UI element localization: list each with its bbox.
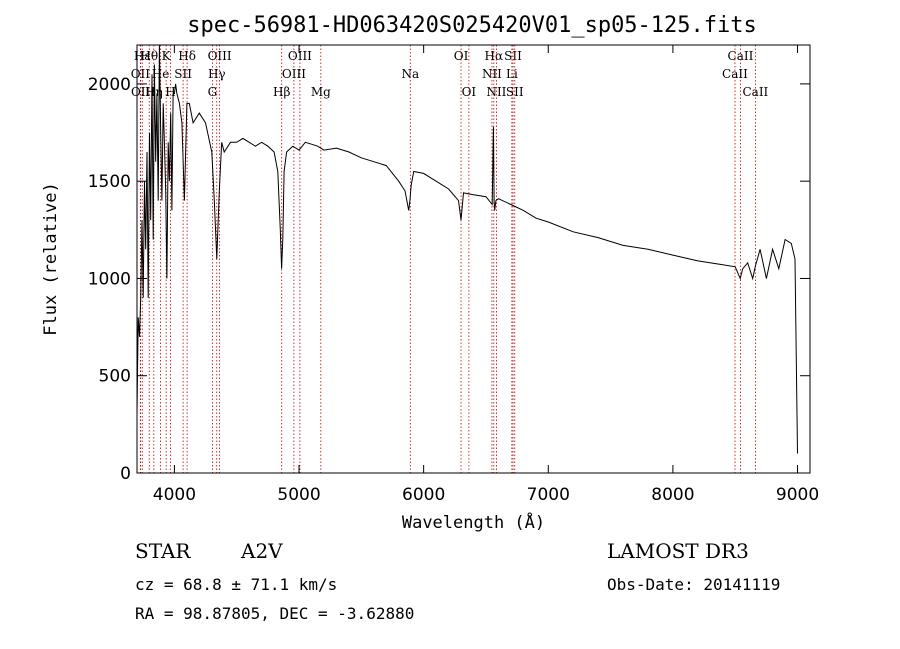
spectral-line-label: Hγ <box>208 67 226 81</box>
x-axis-label: Wavelength (Å) <box>402 511 545 533</box>
spectral-line-label: Hθ <box>140 49 158 63</box>
x-tick-label: 6000 <box>402 485 445 505</box>
spectral-line-label: OIII <box>288 49 312 63</box>
axis-ticks-layer: 4000 5000 6000 7000 8000 9000 0 500 1000 1500 2000 <box>88 45 819 505</box>
y-axis-label: Flux (relative) <box>41 182 61 336</box>
object-class: STAR <box>135 539 191 563</box>
spectral-line-label: NII <box>482 67 502 81</box>
survey-name: LAMOST DR3 <box>607 539 749 563</box>
spectral-line-label: Hβ <box>273 85 290 99</box>
spectral-line-label: OIII <box>208 49 232 63</box>
spectral-line-label: K <box>162 49 172 63</box>
spectral-line-label: OII <box>131 85 151 99</box>
redshift-velocity: cz = 68.8 ± 71.1 km/s <box>135 575 338 594</box>
spectral-line-label: SII <box>506 85 524 99</box>
x-tick-label: 5000 <box>277 485 320 505</box>
spectral-line-label: Hα <box>485 49 504 63</box>
y-tick-label: 1500 <box>88 172 131 192</box>
object-subclass: A2V <box>241 539 283 563</box>
spectral-line-label: He <box>152 67 170 81</box>
x-tick-label: 7000 <box>527 485 570 505</box>
spectrum-series-layer <box>136 44 798 454</box>
spectral-line-label: Hδ <box>178 49 196 63</box>
spectral-line-label: H <box>165 85 175 99</box>
observation-date: Obs-Date: 20141119 <box>607 575 781 594</box>
spectral-line-label: OIII <box>282 67 306 81</box>
y-tick-label: 500 <box>99 367 131 387</box>
y-tick-label: 0 <box>120 464 131 484</box>
spectral-line-label: Li <box>506 67 518 81</box>
spectral-line-label: CaII <box>728 49 754 63</box>
spectral-line-label: Mg <box>311 85 331 99</box>
x-tick-label: 9000 <box>776 485 819 505</box>
spectral-line-label: OI <box>462 85 477 99</box>
spectral-line-label: Hε <box>134 49 151 63</box>
y-tick-label: 1000 <box>88 269 131 289</box>
sky-coordinates: RA = 98.87805, DEC = -3.62880 <box>135 604 415 623</box>
y-tick-label: 2000 <box>88 75 131 95</box>
spectral-line-label: CaII <box>742 85 768 99</box>
x-tick-label: 4000 <box>153 485 196 505</box>
spectral-line-label: SII <box>504 49 522 63</box>
spectrum-line <box>136 44 798 454</box>
x-tick-label: 8000 <box>651 485 694 505</box>
plot-frame <box>136 44 811 474</box>
chart-title: spec-56981-HD063420S025420V01_sp05-125.f… <box>187 13 757 38</box>
spectral-line-label: G <box>208 85 218 99</box>
spectral-line-label: NII <box>486 85 506 99</box>
spectral-line-label: Na <box>401 67 419 81</box>
spectral-line-label: CaII <box>722 67 748 81</box>
spectral-line-label: OI <box>454 49 469 63</box>
spectral-line-label: SII <box>174 67 192 81</box>
